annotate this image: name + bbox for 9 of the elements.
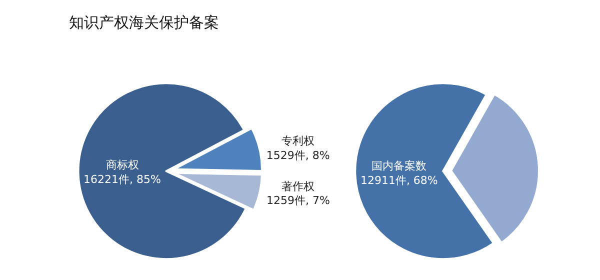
slice-label: 著作权 — [282, 180, 315, 193]
slice-label: 国内备案数 — [372, 160, 427, 173]
data-label: 1259件, 7% — [266, 194, 330, 208]
slice-label: 商标权 — [106, 158, 139, 172]
data-label: 16221件, 85% — [84, 172, 161, 186]
chart-title: 知识产权海关保护备案 — [69, 13, 219, 32]
slice-label: 专利权 — [282, 134, 315, 148]
data-label: 12911件, 68% — [360, 174, 438, 187]
data-label: 1529件, 8% — [266, 148, 330, 162]
